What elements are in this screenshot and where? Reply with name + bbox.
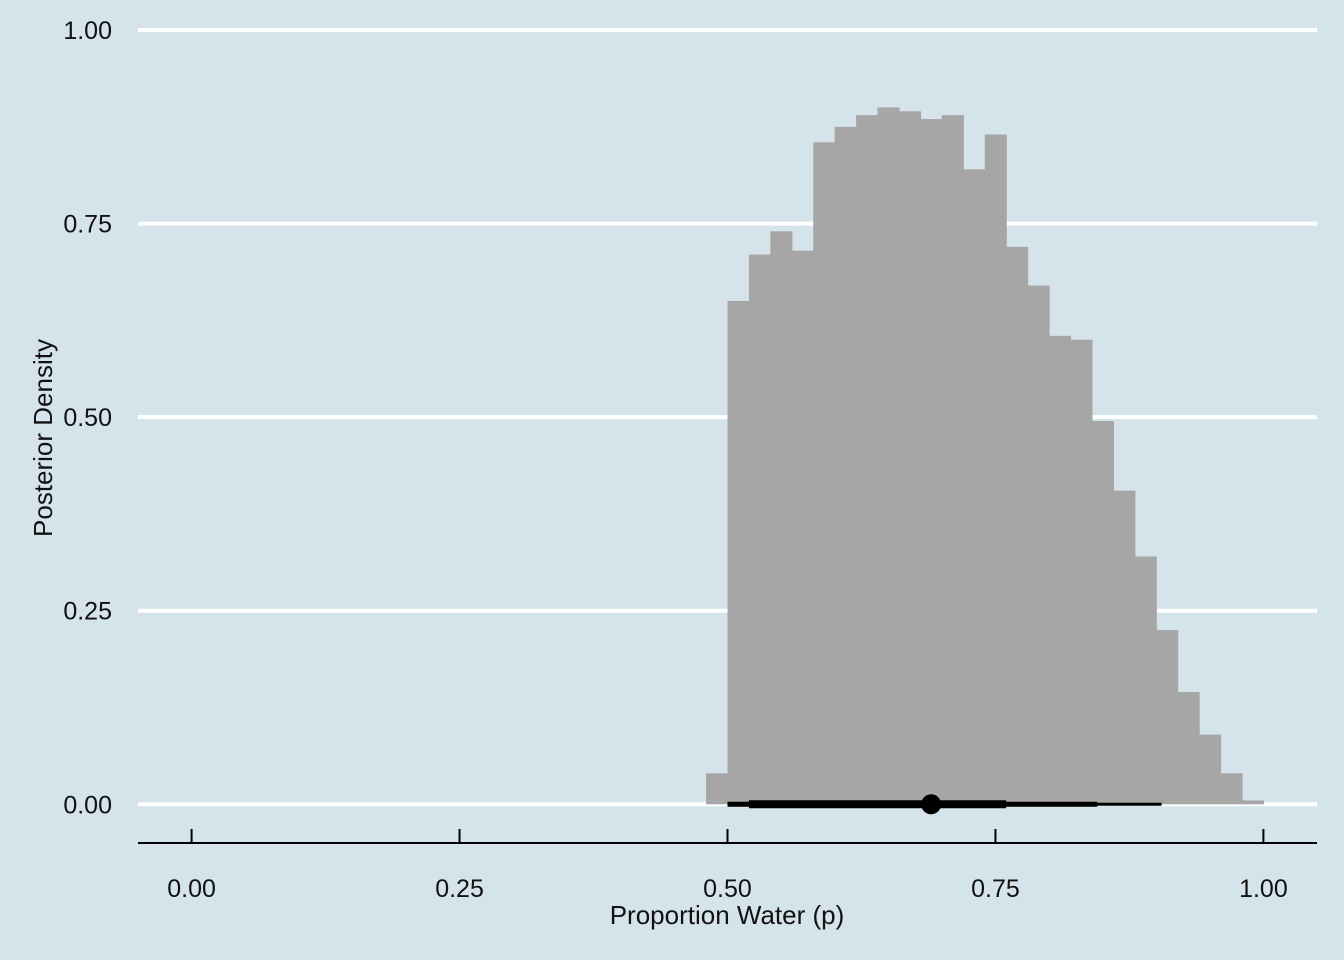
- histogram-bar: [834, 126, 857, 805]
- y-tick-label: 0.50: [63, 404, 112, 432]
- x-tick-label: 0.00: [167, 875, 216, 903]
- histogram-bar: [920, 119, 943, 805]
- histogram-bar: [1220, 773, 1243, 805]
- point-estimate: [921, 794, 942, 815]
- histogram-bar: [1006, 246, 1029, 805]
- histogram-bar: [1156, 630, 1179, 805]
- histogram-bar: [1199, 734, 1222, 805]
- histogram-bar: [791, 250, 814, 805]
- histogram-bar: [941, 115, 964, 805]
- histogram-bar: [898, 111, 922, 805]
- histogram-bar: [727, 301, 750, 805]
- x-tick-label: 0.75: [971, 875, 1020, 903]
- histogram-bar: [856, 115, 879, 805]
- histogram-bar: [813, 142, 836, 805]
- histogram-bar: [1070, 339, 1093, 805]
- y-tick-label: 0.25: [63, 598, 112, 626]
- histogram-bar: [1113, 490, 1136, 805]
- histogram-bar: [770, 231, 793, 805]
- x-axis: 0.00 0.25 0.50 0.75 1.00: [138, 829, 1317, 903]
- histogram-bar: [963, 169, 986, 805]
- y-axis: 0.00 0.25 0.50 0.75 1.00: [63, 17, 112, 819]
- histogram-bar: [877, 107, 900, 805]
- point-interval: [727, 794, 1162, 815]
- y-tick-label: 0.75: [63, 211, 112, 239]
- histogram-bars: [706, 107, 1265, 805]
- x-tick-label: 1.00: [1239, 875, 1288, 903]
- x-tick-label: 0.50: [703, 875, 752, 903]
- histogram-bar: [748, 254, 771, 805]
- y-axis-title: Posterior Density: [28, 339, 58, 537]
- histogram-bar: [1241, 800, 1265, 805]
- histogram-bar: [706, 773, 729, 805]
- y-tick-label: 1.00: [63, 17, 112, 45]
- y-tick-label: 0.00: [63, 791, 112, 819]
- x-tick-label: 0.25: [435, 875, 484, 903]
- histogram-bar: [1049, 335, 1072, 805]
- histogram-bar: [1177, 692, 1200, 805]
- histogram-bar: [1134, 556, 1157, 805]
- x-axis-title: Proportion Water (p): [610, 900, 845, 930]
- histogram-bar: [1027, 285, 1050, 805]
- histogram-bar: [984, 134, 1007, 805]
- histogram-bar: [1091, 421, 1114, 805]
